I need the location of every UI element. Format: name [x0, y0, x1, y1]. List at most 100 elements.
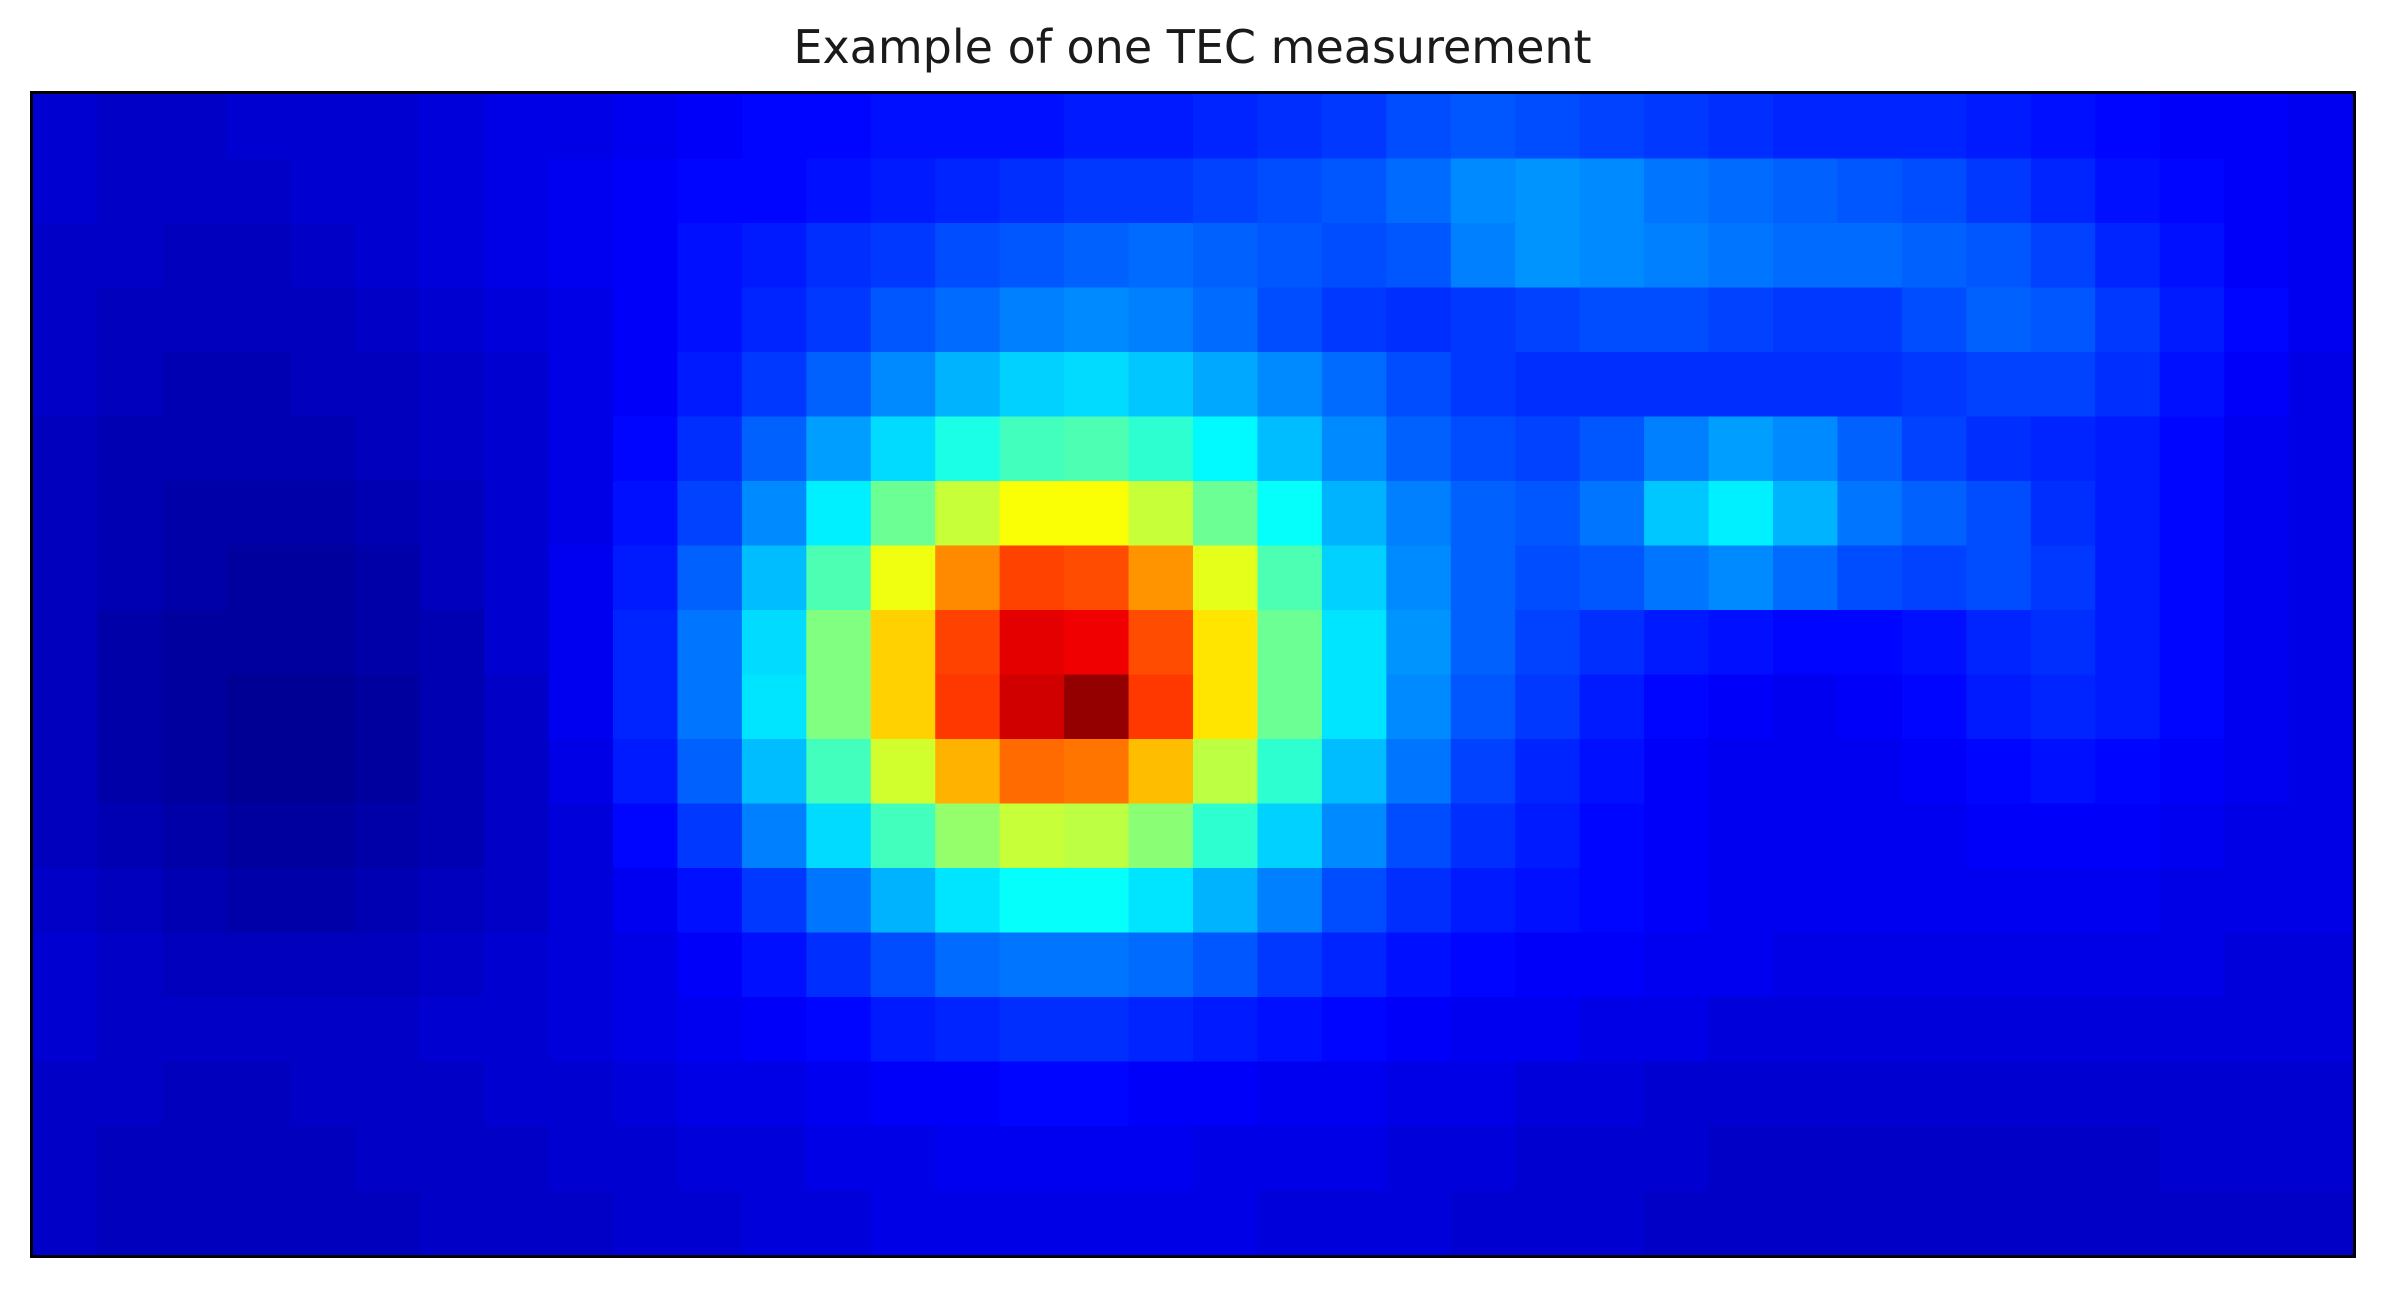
heatmap-cell [1257, 481, 1323, 547]
heatmap-cell [1128, 1190, 1194, 1255]
heatmap-cell [1064, 287, 1130, 353]
heatmap-cell [2030, 1061, 2096, 1127]
heatmap-cell [741, 158, 807, 224]
heatmap-cell [2030, 803, 2096, 869]
heatmap-cell [1386, 545, 1452, 611]
heatmap-cell [1321, 610, 1387, 676]
heatmap-cell [1450, 223, 1516, 289]
heatmap-cell [935, 868, 1001, 934]
heatmap-cell [613, 416, 679, 482]
heatmap-cell [2288, 481, 2353, 547]
heatmap-cell [2224, 610, 2290, 676]
heatmap-cell [1708, 1061, 1774, 1127]
heatmap-cell [548, 1126, 614, 1192]
heatmap-cell [1386, 932, 1452, 998]
heatmap-cell [2159, 932, 2225, 998]
heatmap-cell [226, 739, 292, 805]
heatmap-cell [2288, 158, 2353, 224]
heatmap-cell [741, 545, 807, 611]
heatmap-cell [290, 416, 356, 482]
heatmap-cell [1773, 94, 1839, 160]
heatmap-cell [1386, 1190, 1452, 1255]
heatmap-cell [290, 158, 356, 224]
heatmap-cell [484, 1061, 550, 1127]
heatmap-cell [2159, 158, 2225, 224]
heatmap-cell [1321, 803, 1387, 869]
heatmap-cell [1773, 997, 1839, 1063]
heatmap-cell [806, 287, 872, 353]
heatmap-cell [2224, 545, 2290, 611]
heatmap-cell [548, 1061, 614, 1127]
heatmap-cell [613, 287, 679, 353]
heatmap-cell [1128, 223, 1194, 289]
heatmap-cell [97, 868, 163, 934]
heatmap-cell [97, 1126, 163, 1192]
heatmap-cell [1773, 1126, 1839, 1192]
heatmap-cell [2159, 223, 2225, 289]
heatmap-cell [2030, 158, 2096, 224]
heatmap-cell [33, 932, 99, 998]
heatmap-cell [1773, 803, 1839, 869]
heatmap-cell [1708, 481, 1774, 547]
heatmap-cell [677, 932, 743, 998]
heatmap-cell [613, 610, 679, 676]
heatmap-cell [677, 1126, 743, 1192]
heatmap-cell [2288, 610, 2353, 676]
heatmap-cell [484, 287, 550, 353]
heatmap-cell [2224, 287, 2290, 353]
heatmap-cell [2288, 1126, 2353, 1192]
heatmap-cell [935, 287, 1001, 353]
heatmap-cell [355, 352, 421, 418]
heatmap-cell [2095, 1061, 2161, 1127]
heatmap-cell [2095, 739, 2161, 805]
heatmap-cell [1708, 803, 1774, 869]
heatmap-cell [1193, 223, 1259, 289]
heatmap-cell [1515, 868, 1581, 934]
heatmap-cell [33, 610, 99, 676]
heatmap-cell [613, 1190, 679, 1255]
heatmap-cell [290, 1061, 356, 1127]
heatmap-cell [1321, 932, 1387, 998]
heatmap-cell [741, 287, 807, 353]
heatmap-cell [97, 94, 163, 160]
heatmap-cell [1257, 1126, 1323, 1192]
heatmap-cell [33, 803, 99, 869]
heatmap-cell [2030, 545, 2096, 611]
heatmap-cell [97, 674, 163, 740]
heatmap-cell [1579, 158, 1645, 224]
heatmap-cell [677, 223, 743, 289]
heatmap-cell [161, 545, 227, 611]
heatmap-cell [1386, 674, 1452, 740]
heatmap-cell [1515, 674, 1581, 740]
heatmap-cell [548, 803, 614, 869]
heatmap-cell [1708, 932, 1774, 998]
heatmap-cell [806, 1126, 872, 1192]
heatmap-cell [1515, 352, 1581, 418]
heatmap-cell [613, 94, 679, 160]
heatmap-cell [1708, 416, 1774, 482]
heatmap-cell [1644, 287, 1710, 353]
heatmap-cell [1773, 932, 1839, 998]
heatmap-cell [226, 545, 292, 611]
heatmap-cell [1966, 158, 2032, 224]
heatmap-cell [2159, 1126, 2225, 1192]
heatmap-cell [741, 739, 807, 805]
heatmap-cell [484, 223, 550, 289]
heatmap-cell [1321, 352, 1387, 418]
heatmap-cell [870, 287, 936, 353]
heatmap-cell [419, 481, 485, 547]
heatmap-cell [161, 94, 227, 160]
heatmap-cell [741, 610, 807, 676]
heatmap-cell [1644, 1126, 1710, 1192]
heatmap-cell [161, 674, 227, 740]
heatmap-cell [1450, 352, 1516, 418]
heatmap-cell [2030, 287, 2096, 353]
heatmap-cell [2030, 932, 2096, 998]
heatmap-cell [1386, 1126, 1452, 1192]
heatmap-cell [484, 1190, 550, 1255]
heatmap-cell [2224, 803, 2290, 869]
heatmap-cell [548, 545, 614, 611]
heatmap-cell [2030, 674, 2096, 740]
heatmap-cell [2095, 223, 2161, 289]
heatmap-cell [97, 932, 163, 998]
